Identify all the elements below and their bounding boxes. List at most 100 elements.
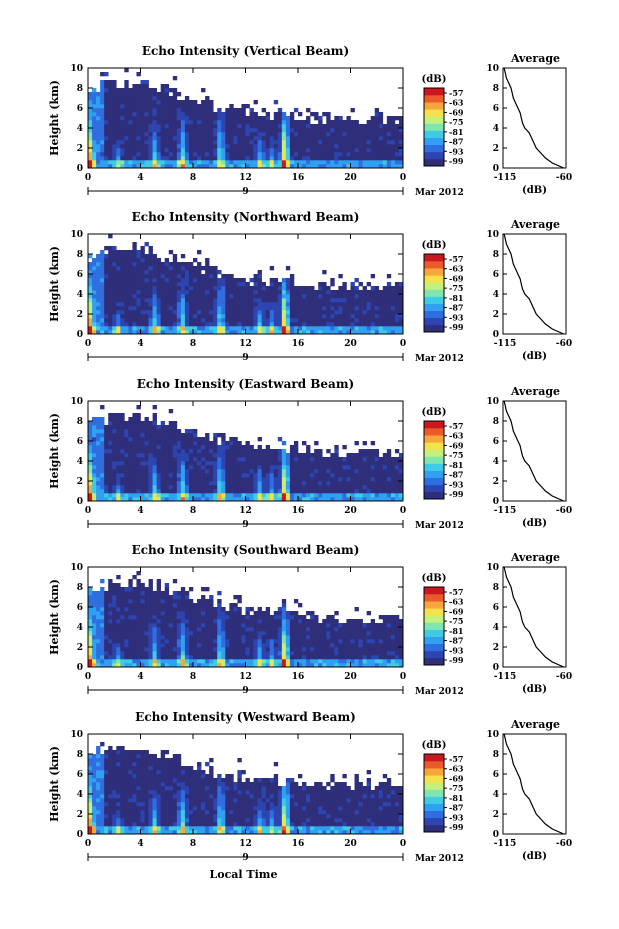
heatmap-cell: [160, 96, 166, 101]
heatmap-cell: [314, 481, 319, 486]
heatmap-cell: [104, 457, 109, 462]
heatmap-cell: [394, 148, 400, 153]
heatmap-cell: [318, 140, 323, 145]
heatmap-cell: [128, 128, 133, 133]
heatmap-cell: [112, 156, 117, 161]
heatmap-cell: [209, 611, 214, 616]
heatmap-cell: [237, 635, 242, 640]
heatmap-cell: [390, 116, 396, 121]
heatmap-cell: [330, 290, 335, 295]
heatmap-cell: [132, 318, 137, 323]
heatmap-cell: [394, 144, 400, 149]
heatmap-cell: [386, 156, 392, 161]
heatmap-cell: [269, 294, 275, 299]
heatmap-cell: [100, 152, 105, 157]
heatmap-cell: [144, 441, 149, 446]
heatmap-cell: [164, 449, 170, 454]
heatmap-cell: [378, 112, 384, 117]
heatmap-cell: [273, 152, 279, 157]
heatmap-cell: [108, 655, 113, 660]
heatmap-cell: [88, 599, 93, 604]
heatmap-cell: [128, 262, 133, 267]
heatmap-cell: [160, 639, 166, 644]
heatmap-cell: [233, 437, 238, 442]
heatmap-cell: [120, 132, 125, 137]
heatmap-cell: [310, 310, 315, 315]
profile-x-tick-label: -115: [494, 173, 517, 183]
heatmap-cell: [245, 164, 250, 169]
heatmap-cell: [233, 278, 238, 283]
heatmap-cell: [265, 302, 271, 307]
heatmap-cell: [92, 298, 97, 303]
heatmap-cell: [176, 453, 182, 458]
heatmap-cell: [100, 72, 105, 77]
heatmap-cell: [124, 124, 129, 129]
heatmap-cell: [257, 619, 262, 624]
heatmap-cell: [108, 587, 113, 592]
heatmap-cell: [160, 160, 166, 165]
heatmap-cell: [233, 473, 238, 478]
heatmap-cell: [249, 465, 254, 470]
heatmap-cell: [144, 485, 149, 490]
heatmap-cell: [330, 124, 335, 129]
heatmap-cell: [213, 266, 218, 271]
heatmap-cell: [314, 128, 319, 133]
heatmap-cell: [338, 330, 343, 335]
heatmap-cell: [156, 128, 161, 133]
heatmap-cell: [168, 611, 174, 616]
heatmap-cell: [197, 465, 202, 470]
heatmap-cell: [108, 266, 113, 271]
heatmap-cell: [233, 453, 238, 458]
heatmap-cell: [197, 607, 202, 612]
heatmap-cell: [241, 655, 246, 660]
heatmap-cell: [338, 489, 343, 494]
heatmap-cell: [88, 310, 93, 315]
heatmap-cell: [390, 286, 396, 291]
heatmap-cell: [96, 437, 101, 442]
heatmap-cell: [322, 112, 327, 117]
heatmap-cell: [92, 306, 97, 311]
heatmap-cell: [104, 266, 109, 271]
heatmap-cell: [180, 453, 186, 458]
heatmap-cell: [116, 290, 121, 295]
heatmap-cell: [205, 481, 210, 486]
heatmap-cell: [188, 306, 194, 311]
heatmap-cell: [370, 465, 376, 470]
heatmap-cell: [96, 473, 101, 478]
heatmap-cell: [386, 290, 392, 295]
heatmap-cell: [152, 457, 157, 462]
heatmap-cell: [92, 128, 97, 133]
heatmap-cell: [88, 136, 93, 141]
heatmap-cell: [289, 156, 295, 161]
heatmap-cell: [273, 635, 279, 640]
heatmap-cell: [334, 314, 339, 319]
heatmap-cell: [108, 449, 113, 454]
heatmap-cell: [293, 128, 299, 133]
heatmap-cell: [132, 417, 137, 422]
y-tick-label: 6: [77, 104, 83, 114]
heatmap-cell: [172, 116, 178, 121]
heatmap-cell: [285, 302, 291, 307]
heatmap-cell: [124, 445, 129, 450]
heatmap-cell: [180, 116, 186, 121]
heatmap-cell: [132, 643, 137, 648]
heatmap-cell: [326, 322, 331, 327]
heatmap-cell: [160, 631, 166, 636]
heatmap-cell: [180, 100, 186, 105]
heatmap-cell: [164, 258, 170, 263]
heatmap-cell: [193, 306, 198, 311]
heatmap-cell: [233, 108, 238, 113]
heatmap-cell: [237, 160, 242, 165]
heatmap-cell: [366, 489, 371, 494]
heatmap-cell: [298, 322, 303, 327]
heatmap-cell: [306, 473, 311, 478]
heatmap-cell: [148, 579, 153, 584]
heatmap-cell: [96, 132, 101, 137]
heatmap-cell: [124, 136, 129, 141]
heatmap-cell: [148, 302, 153, 307]
heatmap-cell: [306, 485, 311, 490]
heatmap-cell: [140, 124, 145, 129]
heatmap-cell: [164, 477, 170, 482]
heatmap-cell: [237, 326, 242, 331]
heatmap-cell: [188, 663, 194, 668]
